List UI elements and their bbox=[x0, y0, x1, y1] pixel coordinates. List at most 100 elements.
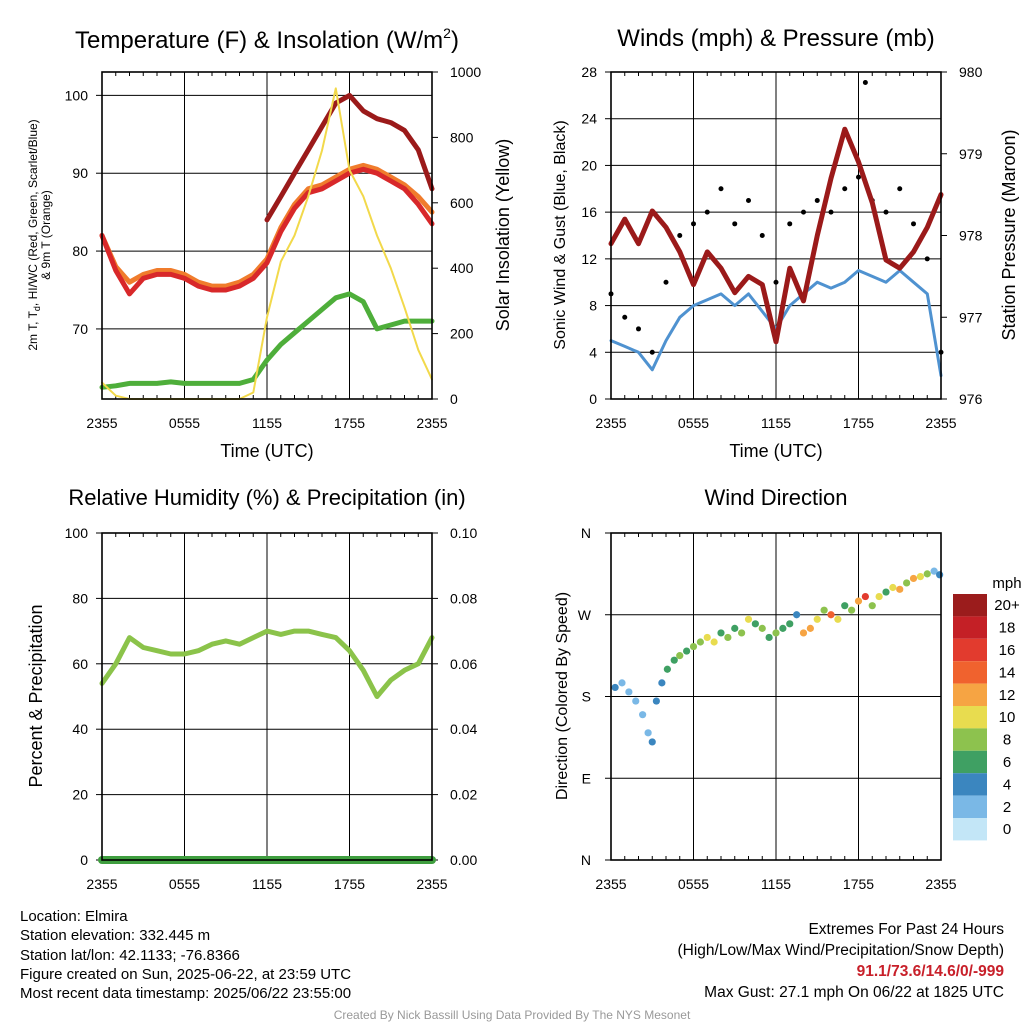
x-tick-label: 2355 bbox=[416, 876, 447, 892]
legend-label: 14 bbox=[999, 664, 1016, 681]
station-info: Location: Elmira Station elevation: 332.… bbox=[20, 907, 351, 1003]
direction-point bbox=[930, 567, 938, 575]
direction-point bbox=[648, 738, 656, 746]
y-tick-label: E bbox=[582, 770, 591, 786]
x-tick-label: 1155 bbox=[252, 415, 282, 431]
direction-point bbox=[793, 611, 801, 619]
station-elevation: Station elevation: 332.445 m bbox=[20, 927, 211, 945]
y2-tick-label: 978 bbox=[959, 228, 983, 244]
y-axis-label: 2m T, Td, HI/WC (Red, Green, Scarlet/Blu… bbox=[26, 119, 42, 350]
legend-swatch bbox=[953, 706, 987, 729]
y2-tick-label: 976 bbox=[959, 391, 983, 407]
plot-border bbox=[101, 71, 433, 400]
y-tick-label: S bbox=[582, 689, 591, 705]
legend-swatch bbox=[953, 773, 987, 796]
extremes-box: Extremes For Past 24 Hours (High/Low/Max… bbox=[678, 919, 1005, 1003]
direction-point bbox=[916, 573, 924, 581]
x-tick-label: 1155 bbox=[252, 876, 282, 892]
direction-point bbox=[854, 597, 863, 605]
x-tick-label: 0555 bbox=[169, 415, 200, 431]
speed-legend: mph 20+ 18 16 14 12 10 8 6 4 2 0 bbox=[953, 575, 1022, 841]
legend-label: 6 bbox=[1003, 754, 1011, 771]
y-tick-label: 0 bbox=[589, 391, 597, 407]
direction-point bbox=[772, 629, 780, 637]
y-tick-label: 80 bbox=[72, 243, 88, 259]
legend-label: 2 bbox=[1003, 799, 1011, 816]
y-tick-label: 12 bbox=[581, 251, 597, 267]
recent-data-timestamp: Most recent data timestamp: 2025/06/22 2… bbox=[20, 985, 352, 1003]
x-tick-label: 1155 bbox=[761, 876, 791, 892]
extremes-title: Extremes For Past 24 Hours bbox=[808, 921, 1004, 938]
credit-line: Created By Nick Bassill Using Data Provi… bbox=[333, 1008, 691, 1022]
x-axis-label: Time (UTC) bbox=[220, 441, 313, 461]
direction-point bbox=[731, 624, 739, 632]
plot-border bbox=[610, 71, 942, 400]
legend-label: 12 bbox=[999, 687, 1016, 704]
x-tick-label: 0555 bbox=[169, 876, 200, 892]
direction-point bbox=[779, 624, 787, 632]
temperature-title: Temperature (F) & Insolation (W/m2) bbox=[75, 25, 459, 54]
legend-title: mph bbox=[992, 575, 1021, 592]
direction-point bbox=[644, 729, 652, 737]
legend-label: 20+ bbox=[994, 597, 1020, 614]
gust-point bbox=[787, 221, 793, 227]
x-tick-label: 1755 bbox=[334, 876, 365, 892]
direction-point bbox=[903, 579, 911, 587]
y2-tick-label: 979 bbox=[959, 146, 983, 162]
temperature-title-main: Temperature (F) & Insolation (W/m bbox=[75, 27, 443, 54]
series-line bbox=[99, 628, 435, 699]
direction-point bbox=[611, 683, 619, 692]
direction-point bbox=[663, 665, 671, 673]
figure-created: Figure created on Sun, 2025-06-22, at 23… bbox=[20, 965, 352, 983]
direction-point bbox=[848, 606, 856, 614]
wind-direction-title: Wind Direction bbox=[704, 485, 847, 510]
direction-point bbox=[936, 571, 944, 579]
direction-point bbox=[703, 633, 711, 642]
direction-point bbox=[738, 629, 746, 637]
plot-border bbox=[610, 532, 942, 861]
gust-point bbox=[718, 186, 724, 192]
y-axis-label-part: 2m T, T bbox=[26, 310, 40, 350]
gust-point bbox=[856, 174, 861, 180]
x-tick-label: 2355 bbox=[925, 415, 956, 431]
series-line bbox=[99, 291, 435, 390]
gust-point bbox=[691, 221, 696, 227]
x-tick-label: 2355 bbox=[925, 876, 956, 892]
legend-swatch bbox=[953, 638, 987, 662]
y-axis-label: Sonic Wind & Gust (Blue, Black) bbox=[552, 120, 569, 349]
direction-point bbox=[639, 711, 647, 719]
gust-point bbox=[883, 209, 889, 215]
legend-swatch bbox=[953, 750, 987, 774]
y2-axis-label: Solar Insolation (Yellow) bbox=[493, 139, 513, 331]
x-tick-label: 2355 bbox=[416, 415, 447, 431]
y-tick-label: 16 bbox=[581, 204, 597, 220]
y2-tick-label: 0.06 bbox=[450, 656, 477, 672]
y2-tick-label: 0.00 bbox=[450, 852, 477, 868]
gust-point bbox=[924, 256, 930, 262]
y2-tick-label: 1000 bbox=[450, 64, 481, 80]
legend-swatch bbox=[953, 661, 987, 684]
x-tick-label: 1155 bbox=[761, 415, 791, 431]
legend-label: 18 bbox=[999, 620, 1016, 637]
direction-point bbox=[683, 647, 691, 655]
direction-point bbox=[751, 620, 759, 628]
direction-point bbox=[923, 570, 931, 578]
y-tick-label: 20 bbox=[72, 787, 88, 803]
x-tick-label: 1755 bbox=[334, 415, 365, 431]
y2-tick-label: 0.02 bbox=[450, 787, 477, 803]
y2-tick-label: 400 bbox=[450, 260, 474, 276]
direction-point bbox=[676, 652, 684, 660]
gust-point bbox=[814, 197, 820, 203]
direction-point bbox=[689, 642, 698, 651]
y2-tick-label: 0.10 bbox=[450, 525, 477, 541]
gust-point bbox=[759, 233, 765, 238]
direction-point bbox=[758, 624, 766, 632]
x-tick-label: 1755 bbox=[843, 876, 874, 892]
gust-point bbox=[828, 209, 834, 215]
y2-tick-label: 0.08 bbox=[450, 590, 477, 606]
gust-point bbox=[773, 279, 779, 285]
station-latlon: Station lat/lon: 42.1133; -76.8366 bbox=[20, 946, 240, 964]
direction-point bbox=[625, 688, 633, 696]
